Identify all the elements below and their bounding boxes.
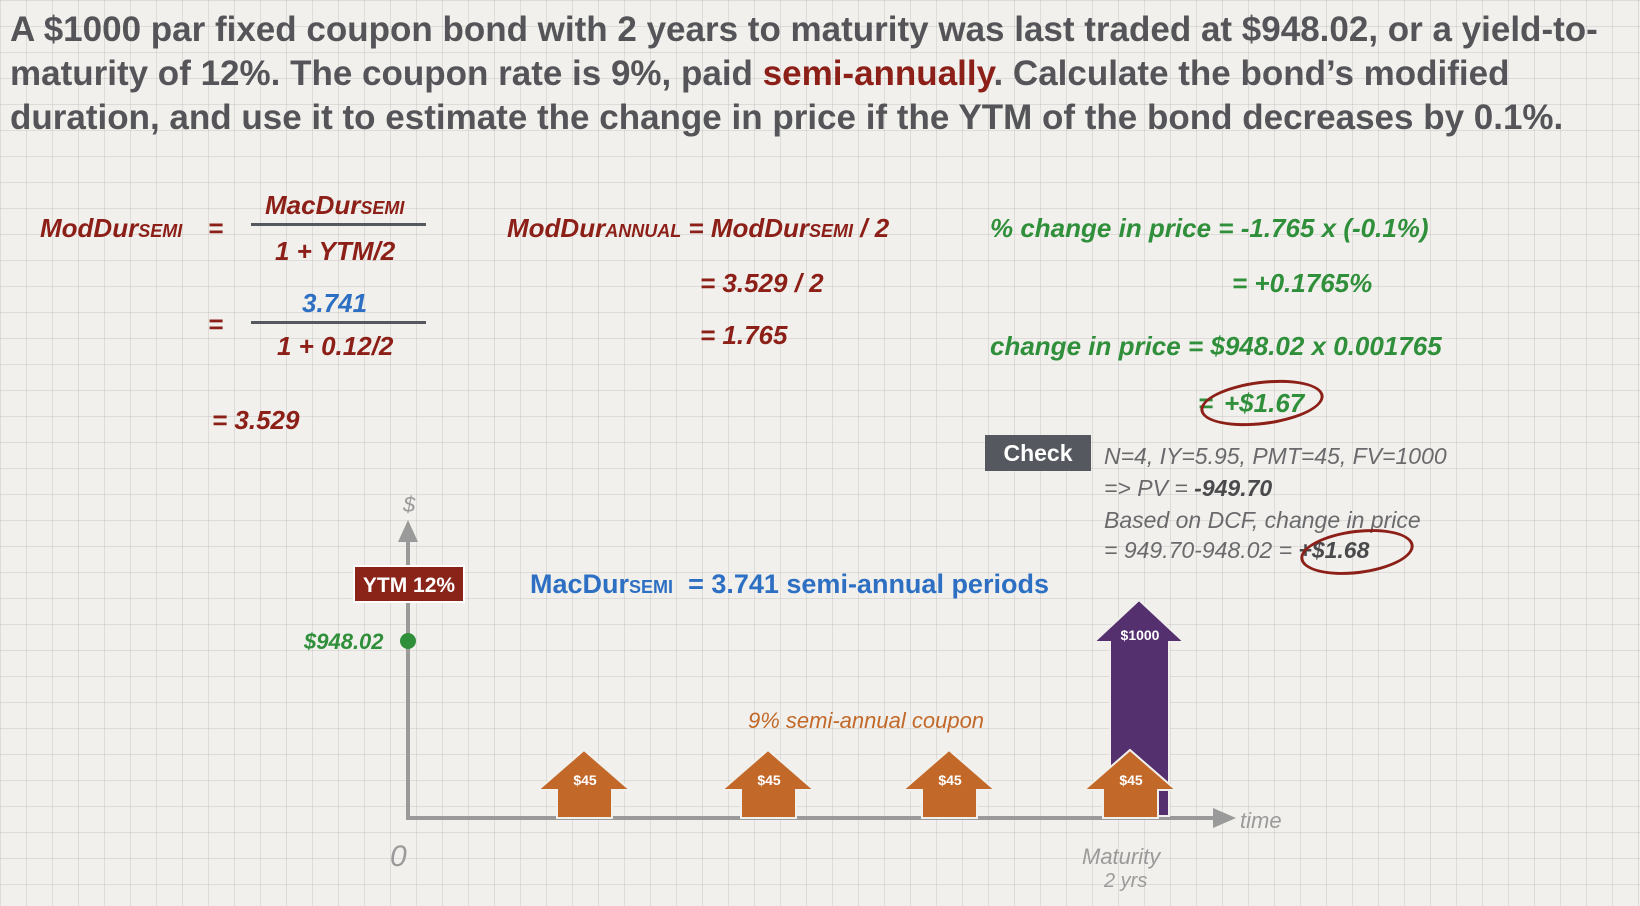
macdur-numerator: MacDurSEMI bbox=[265, 190, 405, 220]
coupon-label-4: $45 bbox=[1119, 772, 1143, 788]
value-denominator: 1 + 0.12/2 bbox=[277, 331, 394, 361]
moddur-semi-result: = 3.529 bbox=[212, 405, 300, 435]
moddur-annual-step2: = 1.765 bbox=[700, 320, 788, 350]
ytm-denominator: 1 + YTM/2 bbox=[275, 236, 396, 266]
macdur-callout: MacDurSEMI = 3.741 semi-annual periods bbox=[530, 569, 1049, 599]
coupon-arrow-2 bbox=[719, 748, 817, 819]
check-badge: Check bbox=[985, 435, 1091, 471]
change-result-value: +$1.67 bbox=[1224, 388, 1305, 418]
moddur-annual-line: ModDurANNUAL = ModDurSEMI / 2 bbox=[507, 213, 890, 243]
check-line-2: => PV = -949.70 bbox=[1104, 475, 1273, 501]
coupon-arrow-4 bbox=[1081, 748, 1179, 819]
principal-label: $1000 bbox=[1120, 627, 1160, 643]
macdur-value-numerator: 3.741 bbox=[302, 288, 368, 318]
coupon-label-2: $45 bbox=[757, 772, 781, 788]
question-text: A $1000 par fixed coupon bond with 2 yea… bbox=[10, 8, 1630, 140]
question-part1: A $1000 par fixed coupon bond with 2 yea… bbox=[10, 10, 1598, 93]
change-result-equals: = bbox=[1198, 388, 1214, 418]
moddur-semi-equals-2: = bbox=[208, 309, 224, 339]
pct-change-result: = +0.1765% bbox=[1232, 268, 1373, 298]
change-in-price-line: change in price = $948.02 x 0.001765 bbox=[990, 331, 1442, 361]
check-line-4: = 949.70-948.02 = +$1.68 bbox=[1104, 537, 1370, 563]
y-axis-label: $ bbox=[403, 492, 416, 517]
x-axis-arrowhead bbox=[1213, 808, 1236, 828]
check-line-1: N=4, IY=5.95, PMT=45, FV=1000 bbox=[1104, 443, 1447, 469]
x-axis-label: time bbox=[1240, 808, 1282, 833]
question-highlight: semi-annually bbox=[762, 54, 994, 93]
coupon-label-1: $45 bbox=[573, 772, 597, 788]
maturity-label: Maturity bbox=[1082, 844, 1161, 869]
y-axis-arrowhead bbox=[398, 520, 418, 542]
pct-change-line: % change in price = -1.765 x (-0.1%) bbox=[990, 213, 1429, 243]
moddur-annual-step1: = 3.529 / 2 bbox=[700, 268, 824, 298]
question-part2: . Calculate the bond’s modified duration… bbox=[10, 54, 1564, 137]
fraction-bar-2 bbox=[251, 321, 426, 324]
price-point bbox=[400, 633, 416, 649]
coupon-arrow-3 bbox=[900, 748, 998, 819]
coupon-arrow-1 bbox=[535, 748, 633, 819]
ytm-badge: YTM 12% bbox=[353, 565, 465, 603]
fraction-bar-1 bbox=[251, 223, 426, 226]
maturity-sub-label: 2 yrs bbox=[1104, 870, 1148, 892]
origin-label: 0 bbox=[390, 840, 407, 873]
coupon-note: 9% semi-annual coupon bbox=[748, 708, 985, 733]
moddur-semi-equals: = bbox=[208, 213, 224, 243]
coupon-label-3: $45 bbox=[938, 772, 962, 788]
check-line-3: Based on DCF, change in price bbox=[1104, 507, 1421, 533]
price-label: $948.02 bbox=[304, 629, 384, 654]
moddur-semi-label: ModDurSEMI bbox=[40, 213, 183, 243]
